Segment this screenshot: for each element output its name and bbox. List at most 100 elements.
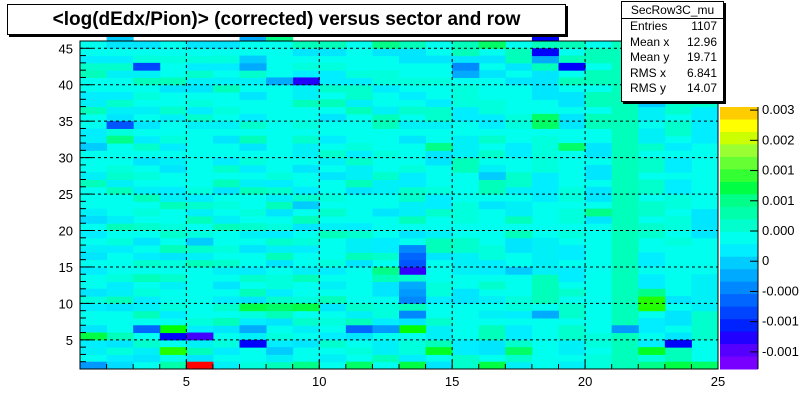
heatmap-cell (106, 48, 134, 57)
heatmap-cell (292, 164, 320, 173)
heatmap-cell (531, 237, 559, 246)
heatmap-cell (266, 354, 294, 363)
heatmap-cell (531, 157, 559, 166)
heatmap-cell (80, 92, 108, 100)
heatmap-cell (292, 186, 320, 195)
heatmap-cell (319, 135, 347, 144)
heatmap-cell (106, 215, 134, 224)
heatmap-cell (372, 266, 400, 275)
heatmap-cell (611, 164, 639, 173)
heatmap-cell (80, 172, 108, 180)
heatmap-cell (106, 41, 134, 49)
heatmap-cell (292, 41, 320, 49)
heatmap-cell (292, 48, 320, 57)
heatmap-cell (399, 121, 427, 129)
heatmap-cell (319, 41, 347, 49)
heatmap-cell (159, 303, 187, 312)
heatmap-cell (239, 135, 267, 144)
heatmap-cell (159, 339, 187, 348)
stats-value: 12.96 (686, 34, 717, 49)
heatmap-cell (266, 361, 294, 370)
heatmap-cell (691, 325, 719, 334)
heatmap-cell (212, 179, 240, 188)
palette-swatch (720, 119, 758, 133)
heatmap-cell (664, 157, 692, 166)
heatmap-cell (452, 143, 480, 151)
heatmap-cell (638, 347, 666, 355)
heatmap-cell (292, 113, 320, 122)
heatmap-cell (399, 172, 427, 180)
heatmap-cell (319, 245, 347, 253)
heatmap-cell (372, 208, 400, 217)
heatmap-cell (478, 179, 506, 188)
heatmap-cell (292, 215, 320, 224)
heatmap-cell (531, 150, 559, 159)
heatmap-cell (558, 274, 586, 283)
heatmap-cell (345, 245, 373, 253)
heatmap-cell (478, 70, 506, 78)
heatmap-cell (266, 325, 294, 334)
heatmap-cell (611, 157, 639, 166)
heatmap-cell (664, 332, 692, 341)
heatmap-cell (186, 41, 214, 49)
heatmap-cell (664, 186, 692, 195)
heatmap-cell (505, 347, 533, 355)
y-tick-label: 10 (59, 296, 73, 311)
heatmap-cell (478, 310, 506, 319)
heatmap-cell (159, 172, 187, 180)
stats-row: Entries 1107 (622, 19, 723, 35)
heatmap-cell (266, 208, 294, 217)
heatmap-cell (585, 361, 613, 370)
heatmap-cell (664, 143, 692, 151)
heatmap-cell (106, 230, 134, 239)
heatmap-cell (585, 186, 613, 195)
heatmap-cell (133, 194, 161, 202)
heatmap-cell (159, 186, 187, 195)
heatmap-cell (266, 33, 294, 42)
stats-value: 14.07 (686, 81, 717, 95)
heatmap-cell (186, 186, 214, 195)
heatmap-cell (399, 215, 427, 224)
heatmap-cell (452, 361, 480, 370)
heatmap-cell (80, 179, 108, 188)
heatmap-cell (345, 157, 373, 166)
y-axis: 5 10 15 20 25 30 35 40 45 (59, 40, 92, 370)
heatmap-cell (638, 259, 666, 268)
y-tick-label: 15 (59, 260, 73, 275)
heatmap-cell (531, 281, 559, 290)
heatmap-cell (133, 143, 161, 151)
heatmap-cell (292, 288, 320, 297)
y-tick-label: 5 (66, 333, 73, 348)
heatmap-cell (186, 106, 214, 115)
heatmap-cell (372, 223, 400, 232)
heatmap-cell (585, 215, 613, 224)
heatmap-cell (133, 135, 161, 144)
heatmap-cell (664, 274, 692, 283)
heatmap-cell (611, 274, 639, 283)
heatmap-cell (399, 317, 427, 326)
heatmap-cell (611, 296, 639, 304)
heatmap-cell (266, 339, 294, 348)
x-tick-label: 25 (711, 374, 725, 389)
stats-row: Mean x 12.96 (622, 35, 723, 51)
stats-label: RMS y (630, 81, 666, 95)
palette-tick-label: 0.001 (762, 193, 795, 208)
heatmap-cell (239, 99, 267, 108)
heatmap-cell (452, 259, 480, 268)
heatmap-cell (212, 339, 240, 348)
heatmap-cell (611, 317, 639, 326)
heatmap-cell (691, 281, 719, 290)
heatmap-cell (212, 281, 240, 290)
heatmap-cell (345, 237, 373, 246)
heatmap-cell (478, 41, 506, 49)
palette-swatch (720, 144, 758, 158)
heatmap-cell (664, 201, 692, 210)
heatmap-cell (292, 121, 320, 129)
heatmap-cell (239, 121, 267, 129)
heatmap-cell (292, 245, 320, 253)
heatmap-cell (638, 296, 666, 304)
heatmap-cell (558, 150, 586, 159)
heatmap-cell (452, 106, 480, 115)
heatmap-cell (266, 252, 294, 261)
